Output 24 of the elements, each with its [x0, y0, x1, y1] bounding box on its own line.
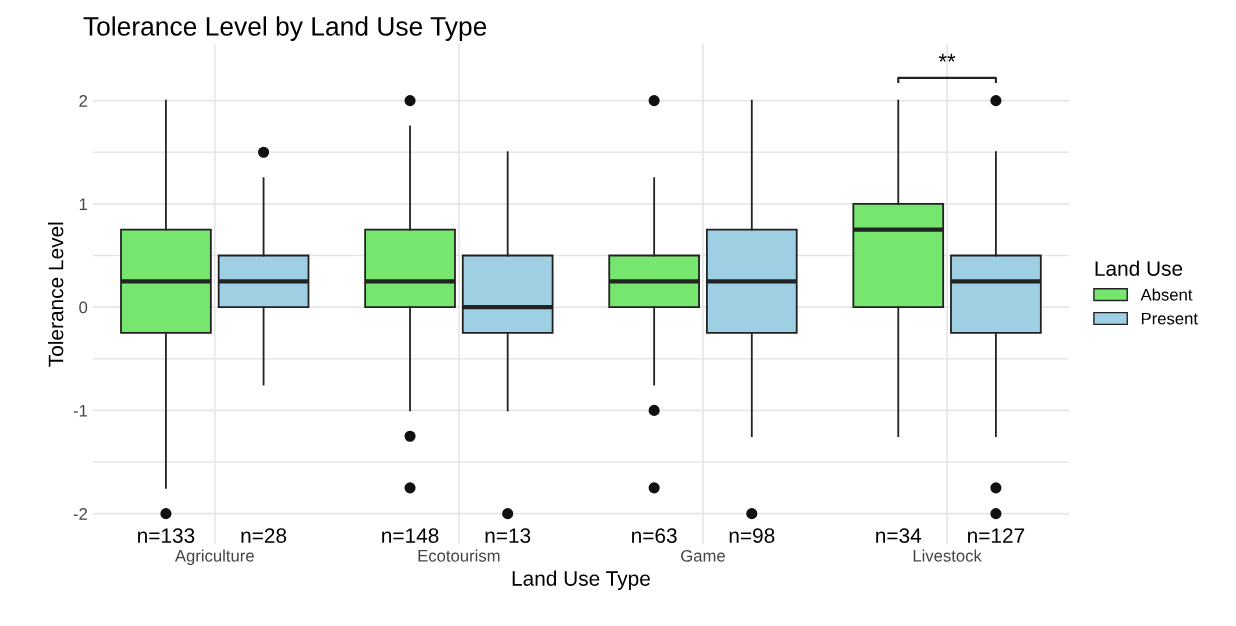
annotation: n=127 [968, 528, 1025, 543]
x-axis-title: Land Use Type [512, 570, 650, 590]
annotation: ** [938, 53, 956, 62]
annotation: n=34 [876, 528, 922, 543]
x-tick-label: Ecotourism [418, 549, 500, 562]
y-tick-label: -2 [73, 508, 87, 520]
y-tick-label: 0 [79, 301, 88, 314]
annotation: n=63 [632, 528, 677, 543]
y-tick-label: 1 [79, 198, 88, 210]
legend-label: Present [1141, 312, 1198, 325]
annotation: n=98 [729, 528, 775, 543]
legend-title: Land Use [1095, 260, 1183, 276]
y-tick-label: -1 [73, 404, 88, 417]
y-axis-title: Tolerance Level [48, 222, 64, 367]
chart-title: Tolerance Level by Land Use Type [83, 16, 487, 41]
x-tick-label: Agriculture [174, 549, 254, 566]
x-tick-label: Livestock [913, 549, 982, 562]
y-tick-label: 2 [79, 95, 87, 107]
legend-label: Absent [1140, 288, 1193, 301]
annotation: n=13 [485, 528, 531, 543]
annotation: n=148 [382, 528, 439, 543]
x-tick-label: Game [681, 549, 725, 562]
annotation: n=28 [241, 528, 287, 543]
annotation: n=133 [138, 528, 195, 543]
